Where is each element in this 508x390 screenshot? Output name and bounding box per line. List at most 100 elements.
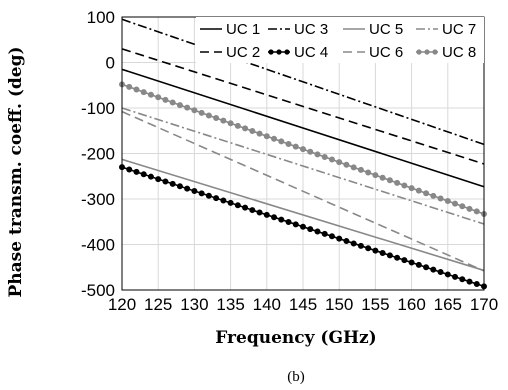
series-marker: [466, 205, 473, 212]
series-7: [121, 107, 485, 225]
legend-marker: [432, 49, 438, 55]
series-2: [121, 48, 485, 165]
series-marker: [227, 120, 234, 127]
series-marker: [430, 192, 437, 199]
x-tick-label: 130: [180, 295, 208, 314]
series-marker: [220, 197, 227, 204]
series-marker: [249, 128, 256, 135]
series-marker: [343, 238, 350, 245]
series-marker: [162, 178, 169, 185]
series-marker: [350, 240, 357, 247]
series-marker: [394, 254, 401, 261]
legend-marker: [416, 49, 422, 55]
legend-label: UC 1: [226, 21, 260, 38]
series-marker: [459, 276, 466, 283]
legend-item: UC 5: [343, 21, 403, 38]
series-marker: [365, 169, 372, 176]
series-marker: [191, 107, 198, 114]
series-marker: [452, 200, 459, 207]
y-axis-title: Phase transm. coeff. (deg): [6, 46, 26, 297]
series-marker: [350, 164, 357, 171]
series-group: [119, 18, 487, 290]
tick-labels: 120 125 130 135 140 145 150 155 160 165 170 100 0 -10…: [81, 8, 498, 314]
series-marker: [307, 148, 314, 155]
figure-caption: (b): [287, 369, 305, 385]
x-tick-label: 160: [397, 295, 425, 314]
series-marker: [285, 218, 292, 225]
series-marker: [394, 179, 401, 186]
series-marker: [205, 112, 212, 119]
series-marker: [263, 133, 270, 140]
series-marker: [249, 207, 256, 214]
x-tick-label: 125: [144, 295, 172, 314]
legend-label: UC 5: [369, 21, 403, 38]
series-marker: [430, 266, 437, 273]
series-marker: [198, 109, 205, 116]
series-marker: [133, 86, 140, 93]
legend-label: UC 3: [294, 21, 328, 38]
legend-item: UC 2: [200, 44, 260, 61]
series-marker: [162, 96, 169, 103]
series-marker: [242, 204, 249, 211]
legend-item: UC 7: [416, 21, 476, 38]
x-tick-label: 150: [325, 295, 353, 314]
series-marker: [444, 198, 451, 205]
series-line: [121, 48, 485, 165]
series-marker: [184, 185, 191, 192]
series-marker: [198, 190, 205, 197]
series-marker: [176, 102, 183, 109]
series-marker: [437, 269, 444, 276]
series-8: [119, 81, 487, 218]
series-marker: [299, 223, 306, 230]
series-marker: [256, 209, 263, 216]
series-marker: [401, 257, 408, 264]
series-marker: [140, 89, 147, 96]
y-tick-label: 100: [87, 8, 115, 27]
series-3: [121, 18, 485, 146]
series-marker: [307, 226, 314, 233]
y-tick-label: -200: [81, 145, 115, 164]
series-marker: [234, 122, 241, 129]
series-marker: [271, 135, 278, 142]
series-marker: [415, 261, 422, 268]
series-marker: [147, 173, 154, 180]
x-tick-label: 140: [253, 295, 281, 314]
series-marker: [169, 99, 176, 106]
series-marker: [191, 187, 198, 194]
legend-label: UC 6: [369, 44, 403, 61]
series-marker: [133, 168, 140, 175]
x-axis-title: Frequency (GHz): [215, 328, 376, 348]
series-marker: [256, 130, 263, 137]
series-marker: [336, 159, 343, 166]
x-tick-label: 120: [108, 295, 136, 314]
y-tick-label: -100: [81, 99, 115, 118]
x-tick-label: 170: [470, 295, 498, 314]
series-marker: [336, 235, 343, 242]
x-tick-label: 135: [216, 295, 244, 314]
series-marker: [386, 177, 393, 184]
series-marker: [408, 185, 415, 192]
series-line: [121, 107, 485, 225]
series-marker: [278, 138, 285, 145]
series-marker: [299, 146, 306, 153]
series-marker: [126, 83, 133, 90]
series-marker: [285, 140, 292, 147]
legend-marker: [268, 49, 274, 55]
series-marker: [459, 203, 466, 210]
series-marker: [386, 252, 393, 259]
series-marker: [176, 183, 183, 190]
x-tick-label: 165: [434, 295, 462, 314]
series-marker: [184, 104, 191, 111]
x-tick-label: 155: [361, 295, 389, 314]
series-line: [121, 110, 485, 272]
series-marker: [314, 151, 321, 158]
series-marker: [408, 259, 415, 266]
series-marker: [169, 180, 176, 187]
series-marker: [473, 280, 480, 287]
series-marker: [213, 115, 220, 122]
series-marker: [372, 172, 379, 179]
series-marker: [242, 125, 249, 132]
series-marker: [147, 91, 154, 98]
series-marker: [271, 214, 278, 221]
